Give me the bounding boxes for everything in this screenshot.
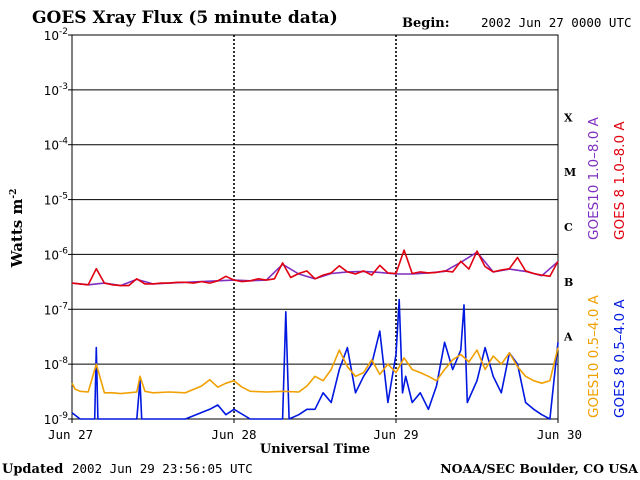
y-axis-label-main: Watts m xyxy=(8,199,26,269)
y-tick-label: 10-8 xyxy=(44,356,69,372)
y-tick-label: 10-9 xyxy=(44,411,69,427)
chart-title: GOES Xray Flux (5 minute data) xyxy=(32,8,338,28)
plot-area: 10-210-310-410-510-610-710-810-9 Jun 27 J… xyxy=(44,27,582,442)
y-tick-label: 10-2 xyxy=(44,27,68,43)
flare-class-label: M xyxy=(564,166,576,179)
series-line xyxy=(71,347,559,395)
updated-value: 2002 Jun 29 23:56:05 UTC xyxy=(72,461,253,476)
grid xyxy=(72,34,558,420)
y-tick-label: 10-6 xyxy=(44,246,69,262)
legend: GOES10 1.0–8.0 A GOES 8 1.0–8.0 A GOES10 0… xyxy=(586,116,628,418)
plot-frame xyxy=(71,34,559,420)
begin-label: Begin: xyxy=(402,16,450,31)
series-line xyxy=(71,298,559,420)
x-axis-ticks: Jun 27 Jun 28 Jun 29 Jun 30 xyxy=(48,419,582,442)
legend-entry: GOES 8 1.0–8.0 A xyxy=(612,121,628,240)
x-tick-label: Jun 27 xyxy=(48,427,93,442)
flare-class-labels: X M C B A xyxy=(563,111,576,343)
series-layer xyxy=(71,249,559,420)
y-tick-label: 10-3 xyxy=(44,82,68,98)
x-axis-label: Universal Time xyxy=(260,442,370,457)
x-tick-label: Jun 29 xyxy=(373,427,418,442)
legend-entry: GOES 8 0.5–4.0 A xyxy=(612,299,628,418)
legend-entry: GOES10 1.0–8.0 A xyxy=(586,116,602,240)
flare-class-label: A xyxy=(563,331,573,344)
y-axis-label-sup: -2 xyxy=(9,189,19,199)
x-tick-label: Jun 30 xyxy=(537,427,582,442)
flare-class-label: C xyxy=(564,221,573,234)
legend-entry: GOES10 0.5–4.0 A xyxy=(586,294,602,418)
updated-label: Updated xyxy=(2,462,63,477)
begin-value: 2002 Jun 27 0000 UTC xyxy=(481,15,632,30)
y-axis-label: Watts m-2 xyxy=(8,189,26,269)
y-axis-ticks: 10-2 10-3 10-4 10-5 10-6 10-7 10-8 10-9 xyxy=(44,27,72,427)
y-tick-label: 10-7 xyxy=(44,301,68,317)
flare-class-label: B xyxy=(564,276,573,289)
y-tick-label: 10-4 xyxy=(44,137,69,153)
flare-class-label: X xyxy=(564,111,573,124)
y-tick-label: 10-5 xyxy=(44,192,68,208)
x-tick-label: Jun 28 xyxy=(211,427,256,442)
footer-credit: NOAA/SEC Boulder, CO USA xyxy=(440,461,638,476)
